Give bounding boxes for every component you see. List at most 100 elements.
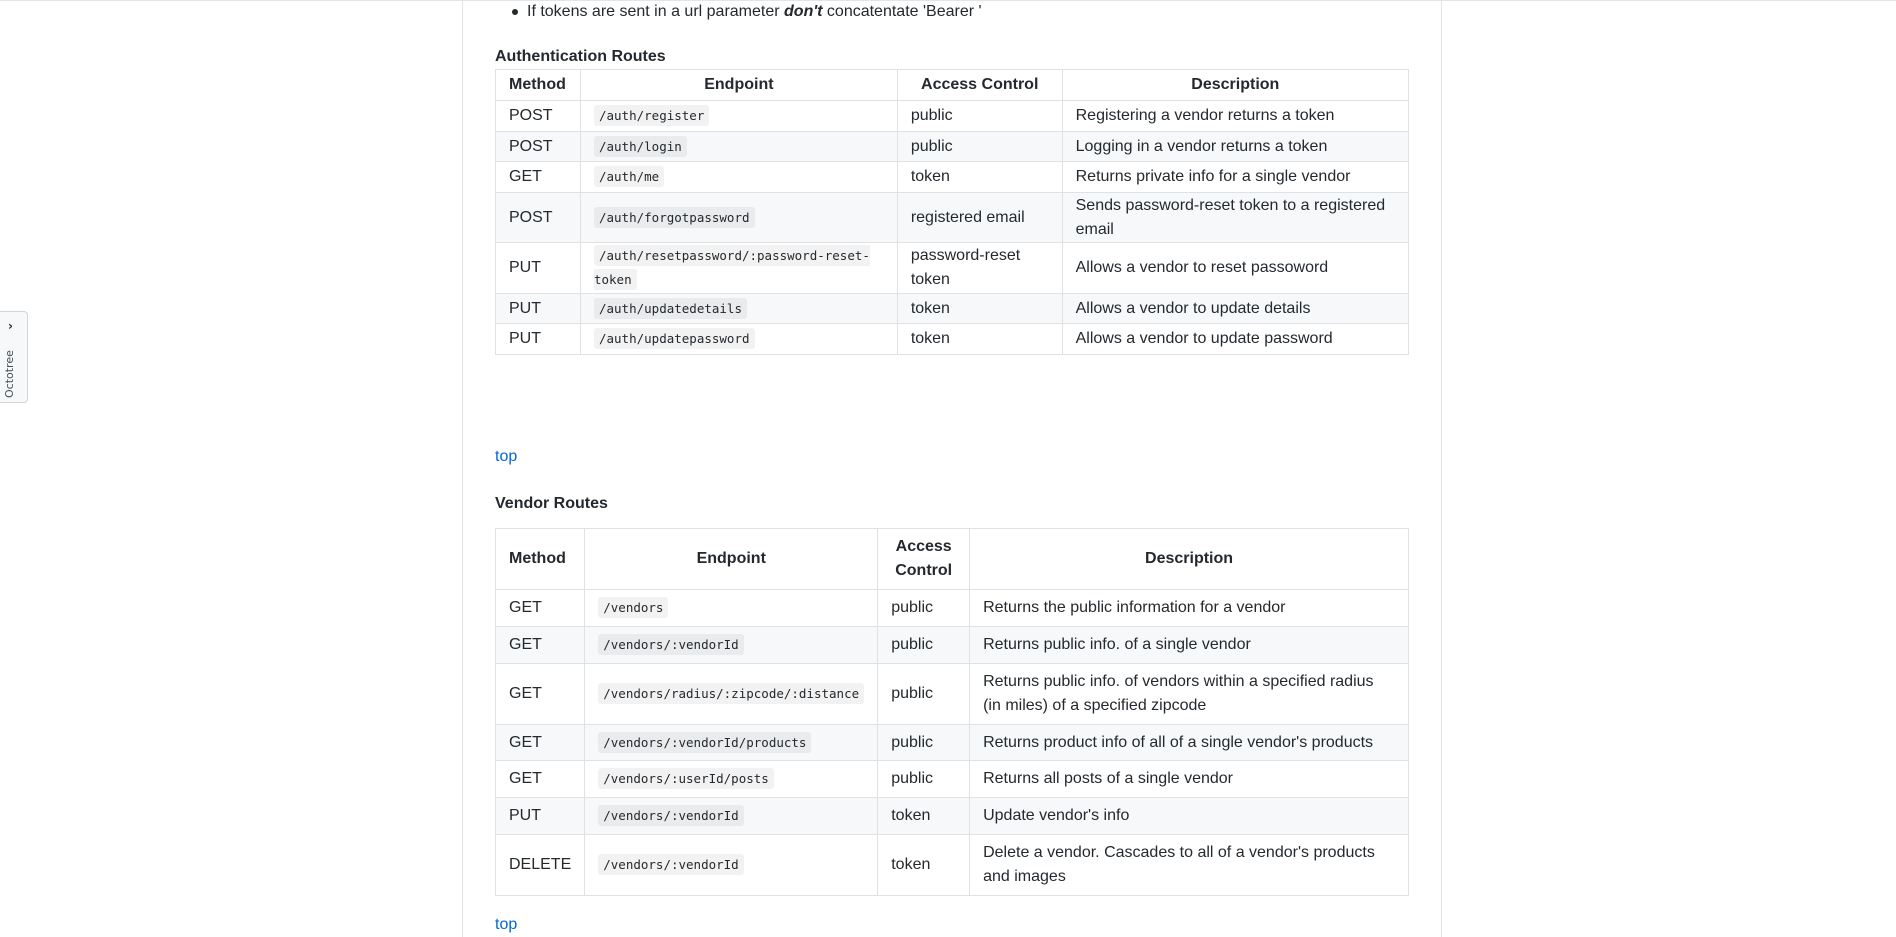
endpoint-cell: /auth/resetpassword/:password-reset-toke… xyxy=(579,242,898,294)
top-link[interactable]: top xyxy=(495,916,518,933)
column-header-access-control: Access Control xyxy=(896,69,1063,101)
access-cell: public xyxy=(877,589,971,627)
table-row: DELETE /vendors/:vendorId token Delete a… xyxy=(494,834,1409,896)
method-cell: PUT xyxy=(495,323,581,355)
endpoint-code: /auth/updatepassword xyxy=(593,328,755,349)
method-cell: DELETE xyxy=(494,834,586,896)
table-row: PUT /auth/resetpassword/:password-reset-… xyxy=(495,242,1410,294)
access-cell: public xyxy=(877,663,971,725)
endpoint-cell: /auth/login xyxy=(579,131,898,162)
endpoint-code: /vendors/:vendorId/products xyxy=(598,731,812,753)
endpoint-cell: /auth/updatedetails xyxy=(579,293,898,324)
description-cell: Registering a vendor returns a token xyxy=(1061,100,1410,132)
access-cell: public xyxy=(877,760,971,798)
access-cell: public xyxy=(877,724,971,761)
column-header-description: Description xyxy=(1061,69,1410,101)
endpoint-cell: /auth/me xyxy=(579,161,898,193)
access-cell: token xyxy=(896,161,1063,193)
auth-routes-table: Method Endpoint Access Control Descripti… xyxy=(495,69,1410,355)
endpoint-cell: /vendors/:vendorId/products xyxy=(584,724,879,761)
access-cell: public xyxy=(896,131,1063,162)
table-row: GET /vendors/:vendorId public Returns pu… xyxy=(494,626,1409,664)
method-cell: GET xyxy=(494,626,586,664)
method-cell: PUT xyxy=(494,797,586,835)
description-cell: Returns private info for a single vendor xyxy=(1061,161,1410,193)
endpoint-cell: /vendors xyxy=(584,589,879,627)
access-cell: token xyxy=(896,323,1063,355)
endpoint-code: /vendors/:vendorId xyxy=(598,854,744,875)
endpoint-code: /auth/me xyxy=(593,166,665,187)
method-cell: GET xyxy=(494,589,586,627)
table-row: GET /vendors public Returns the public i… xyxy=(494,589,1409,627)
endpoint-code: /auth/updatedetails xyxy=(593,297,747,319)
octotree-toggle[interactable]: › Octotree xyxy=(0,311,28,403)
column-header-method: Method xyxy=(495,69,581,101)
table-row: PUT /auth/updatepassword token Allows a … xyxy=(495,323,1410,355)
table-row: GET /vendors/:vendorId/products public R… xyxy=(494,724,1409,761)
method-cell: GET xyxy=(494,663,586,725)
description-cell: Allows a vendor to update details xyxy=(1061,293,1410,324)
method-cell: GET xyxy=(494,760,586,798)
endpoint-code: /auth/login xyxy=(593,135,687,157)
table-header-row: Method Endpoint Access Control Descripti… xyxy=(495,69,1410,101)
vendor-routes-heading: Vendor Routes xyxy=(495,495,608,512)
access-cell: public xyxy=(896,100,1063,132)
method-cell: POST xyxy=(495,131,581,162)
endpoint-code: /auth/forgotpassword xyxy=(593,206,755,228)
description-cell: Returns public info. of a single vendor xyxy=(969,626,1409,664)
method-cell: PUT xyxy=(495,293,581,324)
description-cell: Allows a vendor to update password xyxy=(1061,323,1410,355)
endpoint-cell: /vendors/radius/:zipcode/:distance xyxy=(584,663,879,725)
table-row: GET /vendors/radius/:zipcode/:distance p… xyxy=(494,663,1409,725)
table-row: PUT /auth/updatedetails token Allows a v… xyxy=(495,293,1410,324)
endpoint-code: /vendors xyxy=(598,597,669,618)
access-cell: token xyxy=(877,797,971,835)
top-link[interactable]: top xyxy=(495,448,518,465)
page-top-border xyxy=(0,0,1896,1)
vendor-routes-table: Method Endpoint Access Control Descripti… xyxy=(494,528,1409,896)
method-cell: POST xyxy=(495,100,581,132)
endpoint-cell: /auth/updatepassword xyxy=(579,323,898,355)
method-cell: POST xyxy=(495,192,581,243)
method-cell: GET xyxy=(494,724,586,761)
description-cell: Returns the public information for a ven… xyxy=(969,589,1409,627)
auth-routes-heading: Authentication Routes xyxy=(495,48,666,65)
bullet-dot xyxy=(512,9,518,15)
endpoint-cell: /vendors/:vendorId xyxy=(584,626,879,664)
endpoint-cell: /vendors/:vendorId xyxy=(584,834,879,896)
description-cell: Allows a vendor to reset passoword xyxy=(1061,242,1410,294)
endpoint-code: /vendors/:vendorId xyxy=(598,634,744,655)
readme-content: If tokens are sent in a url parameter do… xyxy=(462,0,1442,937)
column-header-method: Method xyxy=(494,528,586,590)
bullet-suffix: concatentate 'Bearer ' xyxy=(822,3,982,20)
access-cell: token xyxy=(896,293,1063,324)
table-header-row: Method Endpoint Access Control Descripti… xyxy=(494,528,1409,590)
endpoint-cell: /vendors/:vendorId xyxy=(584,797,879,835)
access-cell: token xyxy=(877,834,971,896)
octotree-label: Octotree xyxy=(3,350,16,398)
access-cell: password-reset token xyxy=(896,242,1063,294)
endpoint-code: /vendors/radius/:zipcode/:distance xyxy=(598,683,865,704)
chevron-right-icon: › xyxy=(8,319,13,333)
description-cell: Sends password-reset token to a register… xyxy=(1061,192,1410,243)
column-header-description: Description xyxy=(969,528,1409,590)
description-cell: Update vendor's info xyxy=(969,797,1409,835)
table-row: GET /auth/me token Returns private info … xyxy=(495,161,1410,193)
endpoint-cell: /auth/forgotpassword xyxy=(579,192,898,243)
endpoint-code: /auth/resetpassword/:password-reset-toke… xyxy=(593,245,870,290)
access-cell: registered email xyxy=(896,192,1063,243)
table-row: POST /auth/login public Logging in a ven… xyxy=(495,131,1410,162)
method-cell: GET xyxy=(495,161,581,193)
endpoint-code: /vendors/:userId/posts xyxy=(598,768,774,789)
table-row: POST /auth/register public Registering a… xyxy=(495,100,1410,132)
endpoint-code: /auth/register xyxy=(593,105,710,126)
description-cell: Delete a vendor. Cascades to all of a ve… xyxy=(969,834,1409,896)
column-header-endpoint: Endpoint xyxy=(584,528,879,590)
method-cell: PUT xyxy=(495,242,581,294)
access-cell: public xyxy=(877,626,971,664)
description-cell: Returns all posts of a single vendor xyxy=(969,760,1409,798)
endpoint-cell: /auth/register xyxy=(579,100,898,132)
column-header-access-control: Access Control xyxy=(877,528,971,590)
table-row: GET /vendors/:userId/posts public Return… xyxy=(494,760,1409,798)
description-cell: Returns product info of all of a single … xyxy=(969,724,1409,761)
